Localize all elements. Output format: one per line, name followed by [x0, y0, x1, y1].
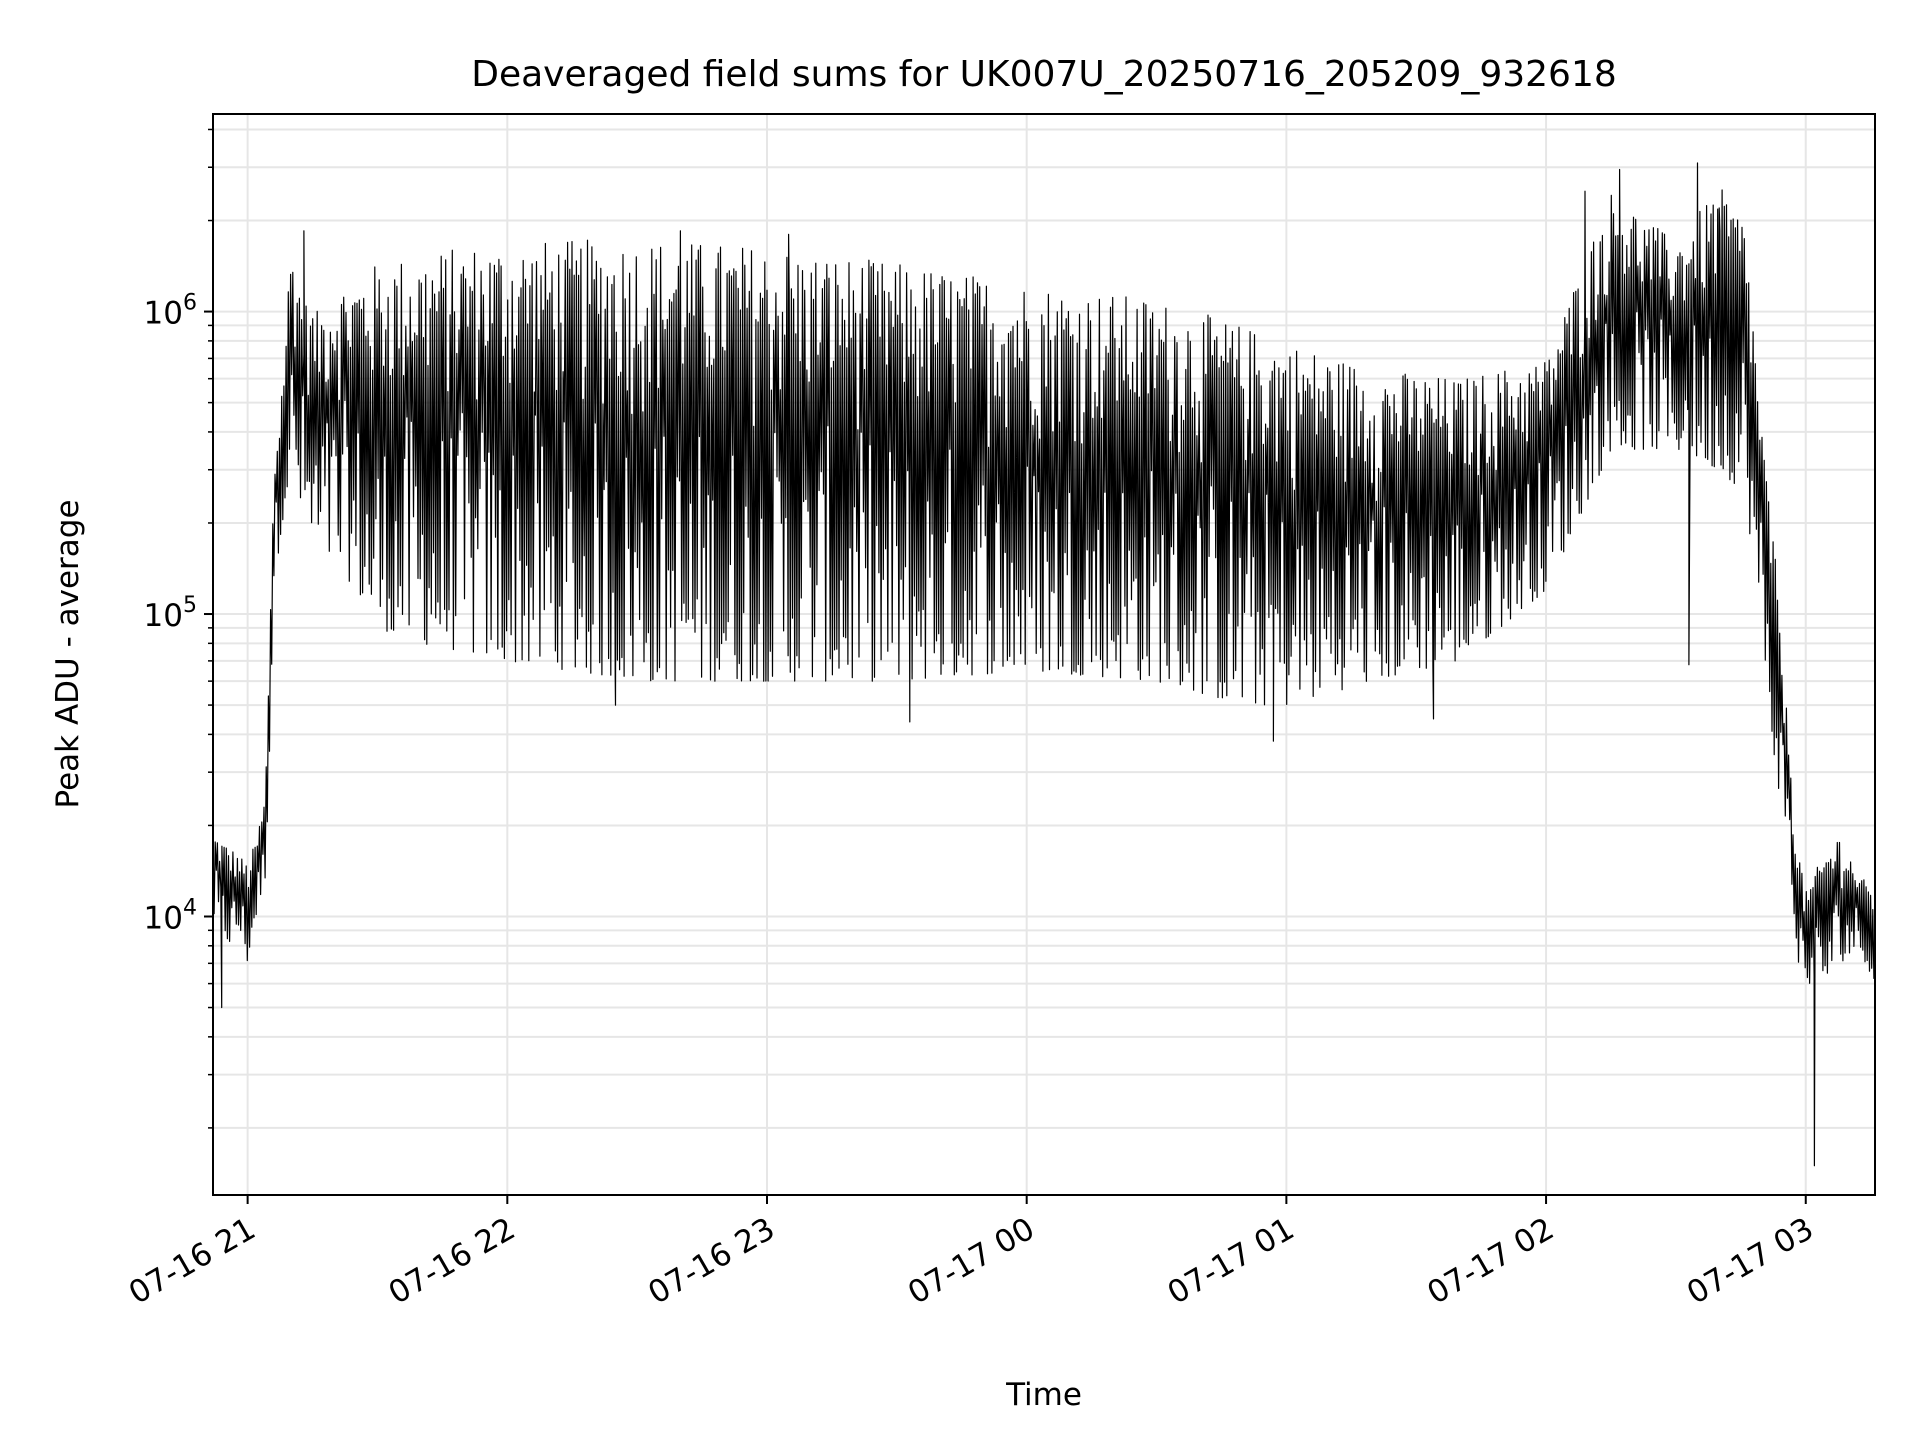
plot-frame [212, 113, 1876, 1196]
y-tick-exponent: 5 [183, 593, 197, 618]
major-gridlines [213, 114, 1875, 1195]
y-tick-base: 10 [144, 598, 183, 634]
y-tick-label: 104 [144, 895, 197, 936]
y-tick-label: 106 [144, 291, 197, 332]
chart-title: Deaveraged field sums for UK007U_2025071… [471, 54, 1617, 95]
y-tick-base: 10 [144, 296, 183, 332]
y-tick-exponent: 6 [183, 291, 197, 316]
y-axis-label: Peak ADU - average [50, 499, 86, 808]
series-line-layer [212, 162, 1876, 1167]
y-tick-label: 105 [144, 593, 197, 634]
series-line [212, 162, 1876, 1167]
y-tick-base: 10 [144, 900, 183, 936]
x-axis-label: Time [1005, 1377, 1082, 1413]
y-tick-exponent: 4 [183, 895, 197, 920]
